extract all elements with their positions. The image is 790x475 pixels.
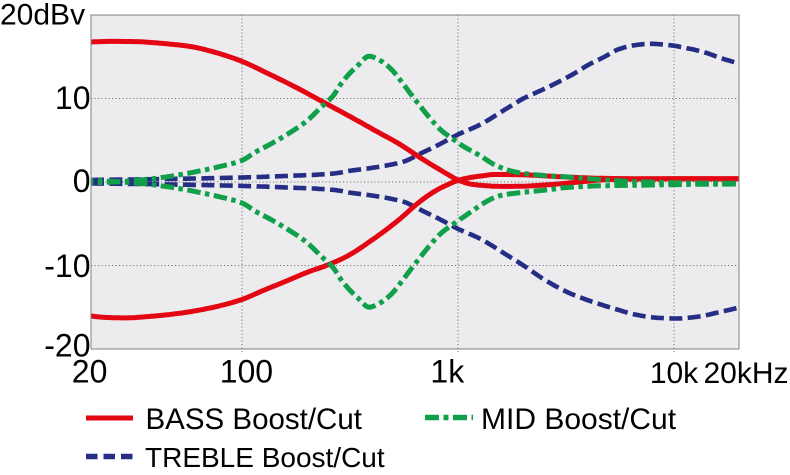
- svg-text:TREBLE Boost/Cut: TREBLE Boost/Cut: [145, 442, 385, 473]
- svg-text:20kHz: 20kHz: [703, 357, 788, 390]
- svg-text:MID Boost/Cut: MID Boost/Cut: [481, 403, 677, 436]
- svg-text:10: 10: [55, 80, 91, 116]
- svg-text:-20: -20: [44, 327, 90, 363]
- svg-text:20dBv: 20dBv: [0, 0, 85, 32]
- svg-text:1k: 1k: [430, 354, 465, 390]
- svg-text:20: 20: [72, 354, 108, 390]
- svg-text:-10: -10: [44, 248, 90, 284]
- svg-text:100: 100: [220, 354, 273, 390]
- svg-text:10k: 10k: [650, 357, 699, 390]
- svg-text:BASS Boost/Cut: BASS Boost/Cut: [146, 403, 362, 436]
- svg-text:0: 0: [73, 163, 91, 199]
